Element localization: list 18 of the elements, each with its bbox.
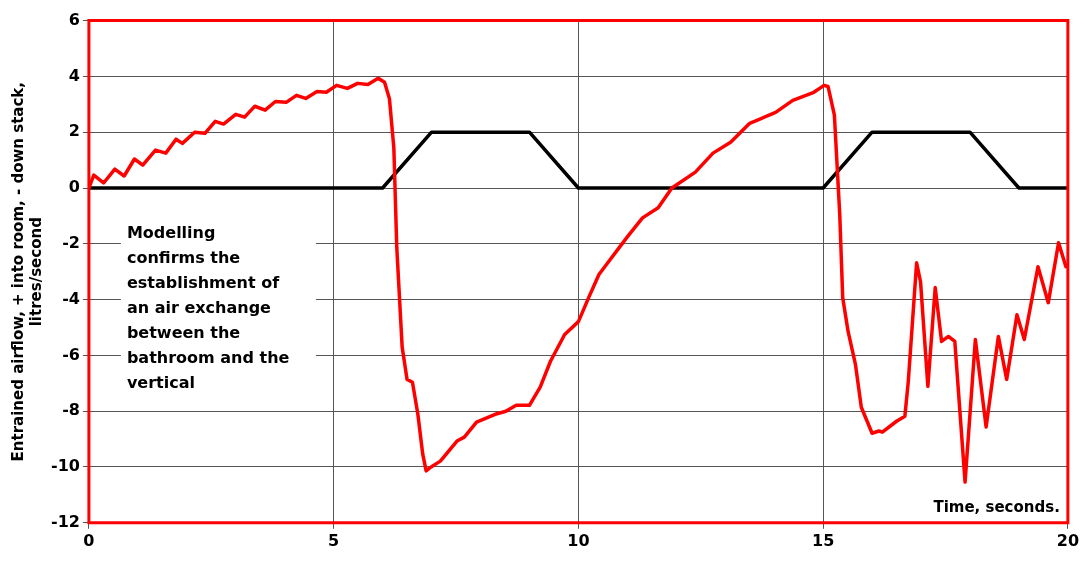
y-tick-label: -4 xyxy=(62,288,80,308)
y-tick-label: -12 xyxy=(51,511,80,531)
y-tick-label: -10 xyxy=(51,456,80,476)
y-tick-label: -2 xyxy=(62,232,80,252)
y-tick-label: 4 xyxy=(68,65,80,85)
x-tick-label: 0 xyxy=(83,530,95,550)
x-tick-label: 15 xyxy=(811,530,835,550)
x-tick-label: 20 xyxy=(1056,530,1079,550)
y-tick-label: 0 xyxy=(68,177,80,197)
y-tick-label: 6 xyxy=(68,9,80,29)
x-axis-title: Time, seconds. xyxy=(933,498,1060,517)
y-tick-label: -8 xyxy=(62,400,80,420)
x-tick-label: 10 xyxy=(567,530,590,550)
y-tick-label: -6 xyxy=(62,344,80,364)
y-axis-title: Entrained airflow, + into room, - down stack, litres/second xyxy=(8,82,45,462)
annotation: Modelling confirms the establishment of an air exchange between the bathroom and the vertical xyxy=(126,222,290,392)
x-tick-label: 5 xyxy=(328,530,340,550)
y-tick-label: 2 xyxy=(68,121,80,141)
